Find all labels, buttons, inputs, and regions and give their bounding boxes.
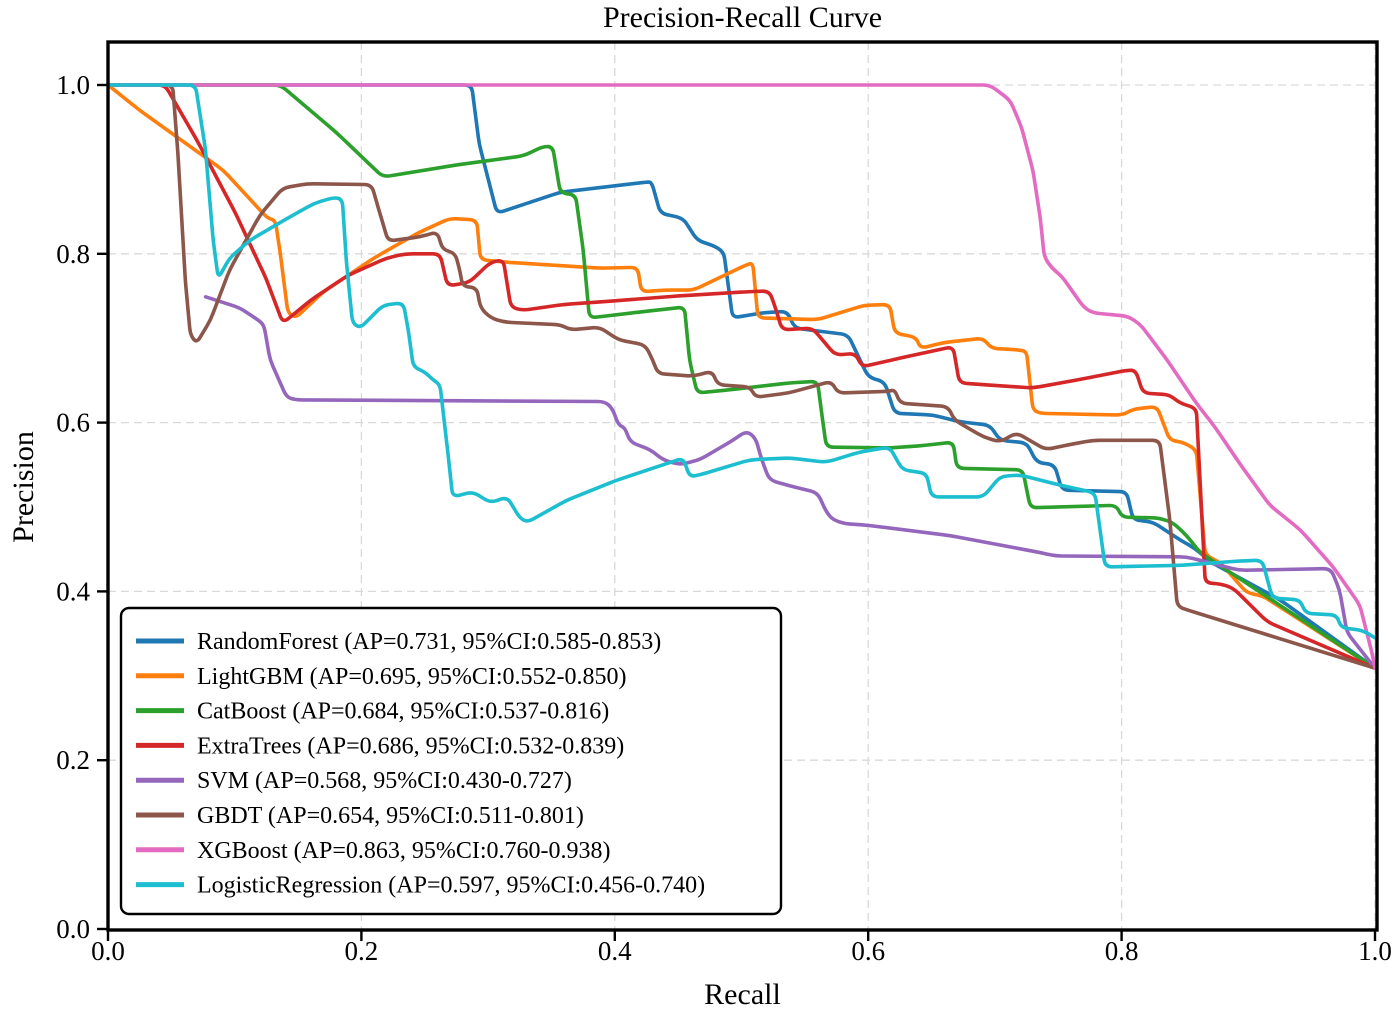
legend-label-lightgbm: LightGBM (AP=0.695, 95%CI:0.552-0.850): [197, 664, 627, 690]
plot-frame: [106, 40, 1379, 932]
curve-catboost: [106, 83, 1377, 671]
y-tick-label: 0.6: [56, 408, 90, 438]
legend-box: [119, 606, 783, 916]
x-tick-label: 0.6: [851, 936, 885, 966]
legend-label-logisticregression: LogisticRegression (AP=0.597, 95%CI:0.45…: [197, 873, 705, 899]
x-tick-label: 0.8: [1105, 936, 1139, 966]
curve-extratrees: [106, 83, 1377, 671]
curve-randomforest: [106, 83, 1377, 671]
legend-label-extratrees: ExtraTrees (AP=0.686, 95%CI:0.532-0.839): [197, 733, 624, 759]
y-tick-label: 0.2: [56, 745, 90, 775]
curve-svm: [203, 295, 1377, 671]
legend-label-catboost: CatBoost (AP=0.684, 95%CI:0.537-0.816): [197, 699, 609, 725]
y-tick-label: 0.8: [56, 239, 90, 269]
curve-gbdt: [106, 83, 1377, 671]
x-tick-label: 0.0: [91, 936, 125, 966]
x-axis-label: Recall: [704, 978, 781, 1011]
curve-lightgbm: [106, 83, 1377, 671]
y-axis-label: Precision: [7, 431, 40, 543]
legend-label-gbdt: GBDT (AP=0.654, 95%CI:0.511-0.801): [197, 803, 584, 829]
curve-xgboost: [106, 83, 1377, 671]
legend-label-randomforest: RandomForest (AP=0.731, 95%CI:0.585-0.85…: [197, 629, 661, 655]
x-tick-label: 1.0: [1358, 936, 1392, 966]
y-tick-label: 0.4: [56, 576, 90, 606]
y-tick-label: 0.0: [56, 914, 90, 944]
curve-logisticregression: [106, 83, 1377, 640]
chart-title: Precision-Recall Curve: [602, 1, 883, 34]
legend-label-svm: SVM (AP=0.568, 95%CI:0.430-0.727): [197, 768, 572, 794]
x-tick-label: 0.4: [598, 936, 632, 966]
legend-label-xgboost: XGBoost (AP=0.863, 95%CI:0.760-0.938): [197, 838, 611, 864]
x-tick-label: 0.2: [345, 936, 379, 966]
y-tick-label: 1.0: [56, 70, 90, 100]
